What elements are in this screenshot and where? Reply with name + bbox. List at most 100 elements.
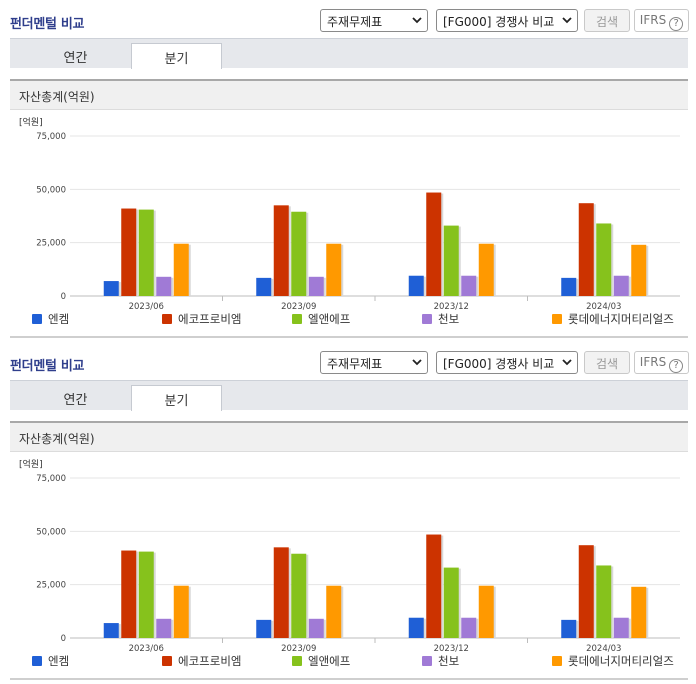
- bar: [426, 534, 442, 638]
- bar: [138, 551, 154, 638]
- y-unit-label: [억원]: [19, 458, 43, 470]
- legend-swatch: [292, 314, 302, 324]
- bar: [578, 203, 594, 296]
- statement-select[interactable]: 주재무제표: [320, 351, 428, 374]
- bar: [443, 225, 459, 296]
- ifrs-help-button[interactable]: IFRS?: [634, 9, 689, 32]
- total-assets-bar-chart: [억원] 0 25,000 50,000 75,000 2023/06 2023/09 202…: [19, 458, 680, 668]
- bar: [273, 205, 289, 296]
- help-icon: ?: [669, 359, 684, 373]
- legend-label: 천보: [438, 654, 459, 668]
- statement-select-value: 주재무제표: [327, 357, 383, 371]
- legend-label: 엘앤에프: [308, 312, 350, 326]
- bar: [408, 617, 424, 638]
- legend-label: 에코프로비엠: [178, 654, 241, 668]
- bar: [478, 243, 494, 296]
- bar: [291, 553, 307, 638]
- bar: [256, 619, 272, 638]
- total-assets-bar-chart: [억원] 0 25,000 50,000 75,000 2023/06 2023/09 202…: [19, 116, 680, 326]
- bar: [156, 276, 172, 296]
- statement-select[interactable]: 주재무제표: [320, 9, 428, 32]
- legend-swatch: [422, 656, 432, 666]
- fundamental-comparison-panel: 펀더멘털 비교 주재무제표 [FG000] 경쟁사 비교 검색 IFRS? 연간…: [0, 342, 696, 684]
- legend-label: 엔켐: [48, 654, 69, 668]
- y-tick-label: 75,000: [36, 474, 66, 484]
- bar: [308, 276, 324, 296]
- x-tick-label: 2024/03: [586, 302, 621, 312]
- tab-annual[interactable]: 연간: [63, 51, 88, 66]
- tab-quarterly[interactable]: 분기: [131, 43, 222, 69]
- panel-divider: [10, 678, 688, 680]
- peer-select-value: [FG000] 경쟁사 비교: [443, 15, 555, 29]
- tab-quarterly[interactable]: 분기: [131, 385, 222, 411]
- bar: [561, 277, 577, 296]
- chevron-down-icon: [412, 359, 422, 366]
- legend-swatch: [162, 314, 172, 324]
- y-unit-label: [억원]: [19, 116, 43, 128]
- panel-divider: [10, 336, 688, 338]
- panel-title: 펀더멘털 비교: [10, 359, 85, 374]
- bar: [273, 547, 289, 638]
- bar: [578, 545, 594, 638]
- peer-select[interactable]: [FG000] 경쟁사 비교: [436, 351, 578, 374]
- y-tick-label: 50,000: [36, 527, 66, 537]
- bar: [443, 567, 459, 638]
- bar: [326, 585, 342, 638]
- y-tick-label: 25,000: [36, 239, 66, 249]
- bar: [596, 565, 612, 638]
- legend-label: 롯데에너지머티리얼즈: [568, 312, 674, 326]
- statement-select-value: 주재무제표: [327, 15, 383, 29]
- peer-select[interactable]: [FG000] 경쟁사 비교: [436, 9, 578, 32]
- bar: [631, 244, 647, 296]
- x-tick-label: 2023/09: [281, 644, 316, 654]
- chevron-down-icon: [562, 359, 572, 366]
- search-button[interactable]: 검색: [584, 9, 630, 32]
- bar: [173, 585, 189, 638]
- legend-label: 엔켐: [48, 312, 69, 326]
- legend-label: 롯데에너지머티리얼즈: [568, 654, 674, 668]
- chevron-down-icon: [412, 17, 422, 24]
- x-tick-label: 2023/06: [129, 302, 164, 312]
- search-button[interactable]: 검색: [584, 351, 630, 374]
- bar: [256, 277, 272, 296]
- bar: [613, 275, 629, 296]
- bar: [156, 618, 172, 638]
- tab-annual[interactable]: 연간: [63, 393, 88, 408]
- legend-label: 엘앤에프: [308, 654, 350, 668]
- legend-swatch: [292, 656, 302, 666]
- period-tabs: 연간 분기: [10, 38, 688, 69]
- period-tabs: 연간 분기: [10, 380, 688, 411]
- legend-label: 천보: [438, 312, 459, 326]
- x-tick-label: 2023/06: [129, 644, 164, 654]
- fundamental-comparison-panel: 펀더멘털 비교 주재무제표 [FG000] 경쟁사 비교 검색 IFRS? 연간…: [10, 9, 689, 338]
- bar: [426, 192, 442, 296]
- x-tick-label: 2023/12: [434, 302, 469, 312]
- bar: [291, 211, 307, 296]
- bar: [613, 617, 629, 638]
- legend-swatch: [32, 314, 42, 324]
- bar: [138, 209, 154, 296]
- bar: [173, 243, 189, 296]
- section-title: 자산총계(억원): [10, 421, 688, 452]
- bar: [461, 275, 477, 296]
- bar: [121, 550, 137, 638]
- peer-select-value: [FG000] 경쟁사 비교: [443, 357, 555, 371]
- bar: [308, 618, 324, 638]
- bar: [631, 586, 647, 638]
- legend-label: 에코프로비엠: [178, 312, 241, 326]
- bar: [596, 223, 612, 296]
- legend-swatch: [422, 314, 432, 324]
- x-tick-label: 2024/03: [586, 644, 621, 654]
- legend-swatch: [552, 314, 562, 324]
- bar: [326, 243, 342, 296]
- y-tick-label: 0: [61, 634, 66, 644]
- y-tick-label: 50,000: [36, 185, 66, 195]
- bar: [121, 208, 137, 296]
- x-tick-label: 2023/12: [434, 644, 469, 654]
- y-tick-label: 0: [61, 292, 66, 302]
- bar: [461, 617, 477, 638]
- legend-swatch: [32, 656, 42, 666]
- ifrs-label: IFRS: [639, 13, 667, 27]
- ifrs-help-button[interactable]: IFRS?: [634, 351, 689, 374]
- ifrs-label: IFRS: [639, 355, 667, 369]
